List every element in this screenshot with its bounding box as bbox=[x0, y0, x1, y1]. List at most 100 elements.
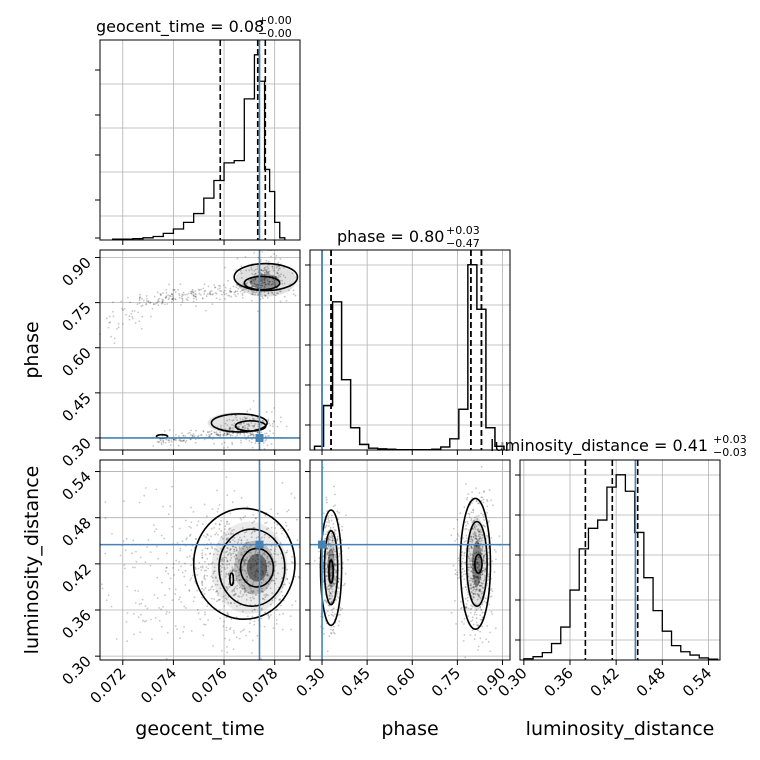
sample-point bbox=[204, 611, 206, 614]
sample-point bbox=[456, 518, 459, 521]
sample-point bbox=[307, 538, 309, 540]
sample-point bbox=[175, 439, 177, 442]
sample-point bbox=[161, 301, 164, 304]
contour-line bbox=[234, 420, 267, 432]
sample-point bbox=[168, 429, 171, 432]
sample-point bbox=[203, 574, 206, 577]
sample-point bbox=[480, 584, 483, 587]
sample-point bbox=[189, 438, 192, 441]
sample-point bbox=[474, 576, 477, 578]
sample-point bbox=[478, 514, 480, 517]
x-tick-label: 0.074 bbox=[137, 664, 180, 707]
sample-point bbox=[264, 553, 266, 556]
sample-point bbox=[212, 645, 215, 647]
sample-point bbox=[467, 573, 470, 575]
sample-point bbox=[240, 265, 243, 268]
sample-point bbox=[252, 558, 254, 561]
sample-point bbox=[332, 608, 334, 611]
y-tick-label: 0.42 bbox=[58, 560, 94, 596]
y-tick-label: 0.30 bbox=[58, 434, 94, 470]
sample-point bbox=[206, 605, 209, 607]
sample-point bbox=[272, 267, 274, 270]
sample-point bbox=[269, 614, 272, 616]
sample-point bbox=[301, 572, 303, 574]
sample-point bbox=[223, 291, 225, 294]
sample-point bbox=[225, 573, 228, 576]
sample-point bbox=[220, 530, 223, 532]
sample-point bbox=[201, 582, 204, 585]
sample-point bbox=[267, 267, 270, 269]
sample-point bbox=[256, 568, 259, 571]
sample-point bbox=[477, 502, 479, 505]
sample-point bbox=[476, 624, 478, 626]
sample-point bbox=[265, 270, 268, 272]
sample-point bbox=[184, 607, 187, 609]
sample-point bbox=[216, 553, 219, 556]
sample-point bbox=[341, 529, 343, 531]
sample-point bbox=[483, 555, 485, 558]
sample-point bbox=[330, 597, 333, 600]
sample-point bbox=[97, 593, 99, 595]
sample-point bbox=[264, 567, 267, 569]
sample-point bbox=[173, 574, 176, 576]
sample-point bbox=[231, 590, 234, 593]
sample-point bbox=[328, 604, 331, 607]
sample-point bbox=[232, 545, 235, 548]
sample-point bbox=[233, 528, 235, 531]
sample-point bbox=[231, 569, 234, 572]
sample-point bbox=[270, 411, 273, 413]
sample-point bbox=[139, 556, 142, 559]
sample-point bbox=[122, 540, 125, 543]
sample-point bbox=[332, 505, 335, 508]
sample-point bbox=[486, 500, 489, 503]
sample-point bbox=[256, 290, 258, 293]
sample-point bbox=[471, 567, 474, 570]
sample-point bbox=[165, 566, 168, 569]
sample-point bbox=[253, 574, 256, 577]
sample-point bbox=[480, 618, 483, 621]
sample-point bbox=[167, 513, 170, 516]
sample-point bbox=[227, 601, 230, 604]
sample-point bbox=[190, 521, 193, 524]
sample-point bbox=[169, 577, 172, 580]
sample-point bbox=[454, 600, 456, 602]
sample-point bbox=[243, 562, 246, 565]
sample-point bbox=[128, 315, 131, 318]
sample-point bbox=[477, 577, 480, 580]
sample-point bbox=[253, 530, 256, 533]
sample-point bbox=[482, 579, 485, 582]
sample-point bbox=[174, 593, 177, 595]
sample-point bbox=[272, 420, 275, 422]
sample-point bbox=[266, 444, 269, 447]
sample-point bbox=[285, 524, 288, 527]
sample-point bbox=[473, 613, 476, 616]
sample-point bbox=[216, 433, 218, 436]
sample-point bbox=[475, 551, 478, 554]
sample-point bbox=[478, 594, 481, 596]
sample-point bbox=[470, 620, 472, 623]
sample-point bbox=[275, 532, 278, 534]
sample-point bbox=[203, 592, 206, 595]
sample-point bbox=[182, 435, 185, 437]
sample-point bbox=[279, 290, 281, 293]
sample-point bbox=[479, 547, 482, 550]
sample-point bbox=[327, 557, 330, 559]
sample-point bbox=[470, 570, 473, 573]
phase-histogram-group bbox=[313, 250, 505, 450]
sample-point bbox=[475, 487, 477, 489]
sample-point bbox=[147, 300, 150, 303]
sample-point bbox=[226, 560, 229, 563]
sample-point bbox=[267, 527, 270, 530]
sample-point bbox=[226, 564, 228, 566]
y-tick-label: 0.90 bbox=[58, 254, 94, 290]
sample-point bbox=[215, 577, 217, 579]
sample-point bbox=[484, 561, 487, 564]
sample-point bbox=[211, 547, 214, 550]
contour-line bbox=[229, 572, 235, 587]
sample-point bbox=[260, 617, 263, 620]
sample-point bbox=[329, 587, 332, 590]
sample-point bbox=[263, 279, 266, 282]
sample-point bbox=[481, 548, 484, 550]
sample-point bbox=[253, 269, 256, 272]
sample-point bbox=[474, 537, 476, 540]
